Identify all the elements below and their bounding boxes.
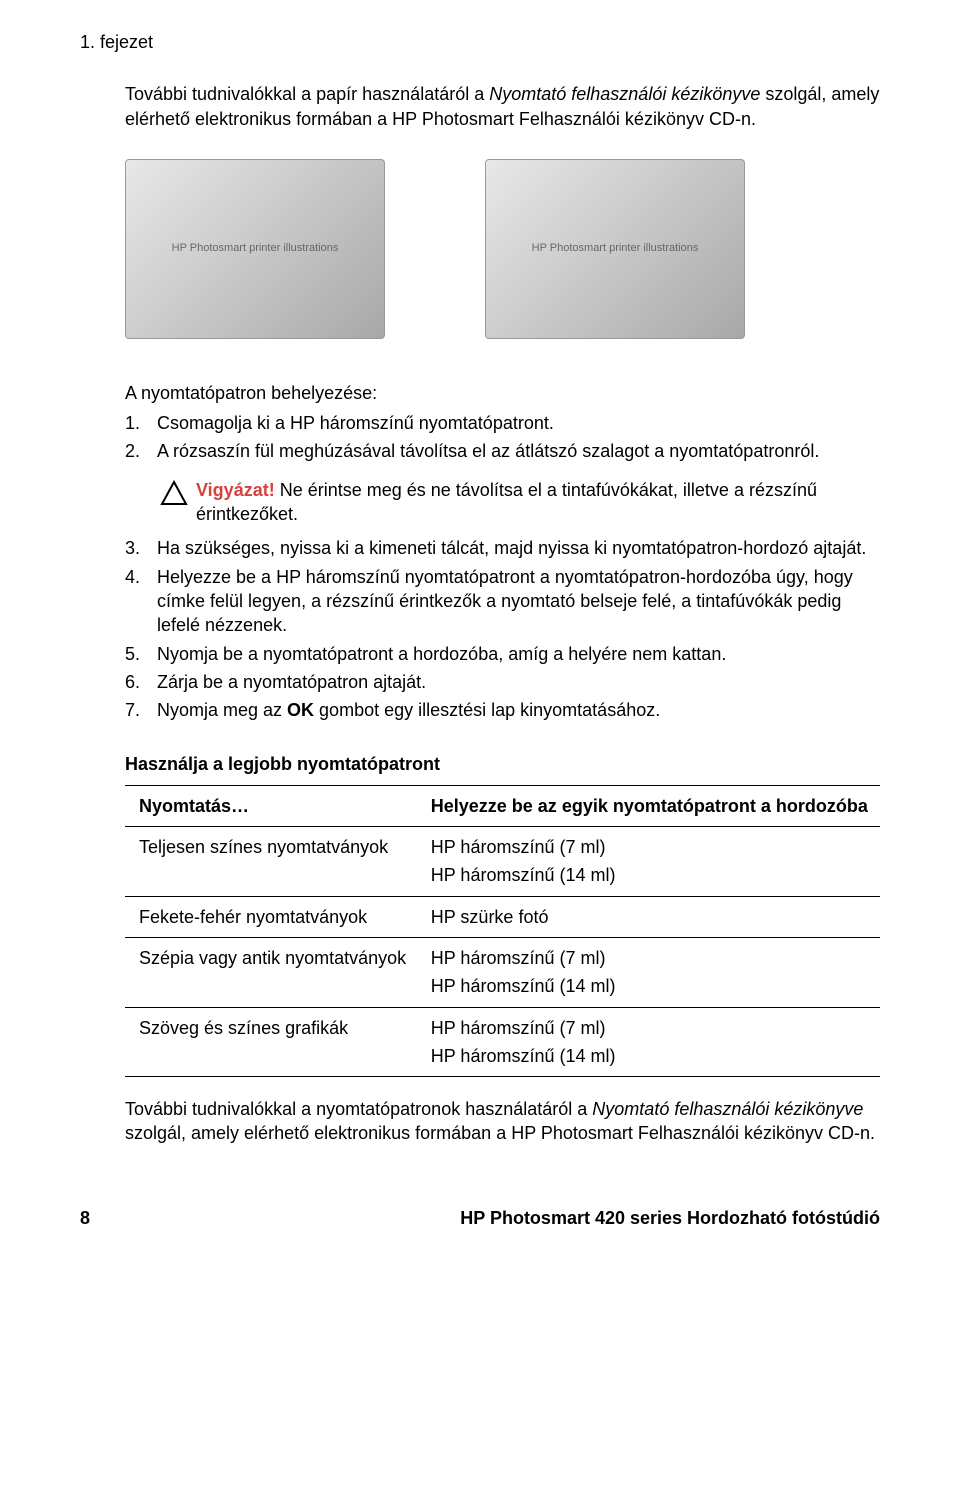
chapter-header: 1. fejezet xyxy=(80,30,880,54)
step-num: 6. xyxy=(125,670,157,694)
table-cell-right: HP háromszínű (7 ml) HP háromszínű (14 m… xyxy=(417,937,880,1007)
step-text: Ha szükséges, nyissa ki a kimeneti tálcá… xyxy=(157,536,880,560)
step-text: Nyomja meg az OK gombot egy illesztési l… xyxy=(157,698,880,722)
step-num: 5. xyxy=(125,642,157,666)
table-cell-left: Szépia vagy antik nyomtatványok xyxy=(125,937,417,1007)
printer-image-right: HP Photosmart printer illustrations xyxy=(485,159,745,339)
step7-ok: OK xyxy=(287,700,314,720)
step-num: 2. xyxy=(125,439,157,463)
step-text: Csomagolja ki a HP háromszínű nyomtatópa… xyxy=(157,411,880,435)
warning-triangle-icon xyxy=(160,480,188,506)
step-4: 4. Helyezze be a HP háromszínű nyomtatóp… xyxy=(125,565,880,638)
step7-a: Nyomja meg az xyxy=(157,700,287,720)
cell-line: HP háromszínű (14 ml) xyxy=(431,974,872,998)
table-row: Fekete-fehér nyomtatványok HP szürke fot… xyxy=(125,896,880,937)
step-2: 2. A rózsaszín fül meghúzásával távolíts… xyxy=(125,439,880,463)
step-1: 1. Csomagolja ki a HP háromszínű nyomtat… xyxy=(125,411,880,435)
cell-line: HP háromszínű (14 ml) xyxy=(431,1044,872,1068)
cell-line: HP háromszínű (14 ml) xyxy=(431,863,872,887)
step-num: 7. xyxy=(125,698,157,722)
printer-images-row: HP Photosmart printer illustrations HP P… xyxy=(125,159,880,339)
table-col1-header: Nyomtatás… xyxy=(125,785,417,826)
closing-text-2: szolgál, amely elérhető elektronikus for… xyxy=(125,1123,875,1143)
page-footer: 8 HP Photosmart 420 series Hordozható fo… xyxy=(80,1206,880,1230)
table-cell-right: HP háromszínű (7 ml) HP háromszínű (14 m… xyxy=(417,827,880,897)
table-row: Szöveg és színes grafikák HP háromszínű … xyxy=(125,1007,880,1077)
closing-paragraph: További tudnivalókkal a nyomtatópatronok… xyxy=(125,1097,880,1146)
intro-italic: Nyomtató felhasználói kézikönyve xyxy=(489,84,760,104)
step-num: 4. xyxy=(125,565,157,638)
cell-line: HP háromszínű (7 ml) xyxy=(431,835,872,859)
step-5: 5. Nyomja be a nyomtatópatront a hordozó… xyxy=(125,642,880,666)
intro-paragraph: További tudnivalókkal a papír használatá… xyxy=(125,82,880,131)
step-3: 3. Ha szükséges, nyissa ki a kimeneti tá… xyxy=(125,536,880,560)
table-cell-right: HP háromszínű (7 ml) HP háromszínű (14 m… xyxy=(417,1007,880,1077)
cell-line: HP háromszínű (7 ml) xyxy=(431,1016,872,1040)
table-cell-right: HP szürke fotó xyxy=(417,896,880,937)
closing-text-1: További tudnivalókkal a nyomtatópatronok… xyxy=(125,1099,592,1119)
table-cell-left: Teljesen színes nyomtatványok xyxy=(125,827,417,897)
table-cell-left: Fekete-fehér nyomtatványok xyxy=(125,896,417,937)
cell-line: HP háromszínű (7 ml) xyxy=(431,946,872,970)
footer-title: HP Photosmart 420 series Hordozható fotó… xyxy=(460,1206,880,1230)
table-row: Szépia vagy antik nyomtatványok HP három… xyxy=(125,937,880,1007)
step7-c: gombot egy illesztési lap kinyomtatásáho… xyxy=(314,700,660,720)
table-col2-header: Helyezze be az egyik nyomtatópatront a h… xyxy=(417,785,880,826)
cartridge-table: Nyomtatás… Helyezze be az egyik nyomtató… xyxy=(125,785,880,1077)
table-header-row: Nyomtatás… Helyezze be az egyik nyomtató… xyxy=(125,785,880,826)
table-title: Használja a legjobb nyomtatópatront xyxy=(125,752,880,776)
step-text: A rózsaszín fül meghúzásával távolítsa e… xyxy=(157,439,880,463)
insert-cartridge-heading: A nyomtatópatron behelyezése: xyxy=(125,381,880,405)
caution-label: Vigyázat! xyxy=(196,480,275,500)
step-text: Helyezze be a HP háromszínű nyomtatópatr… xyxy=(157,565,880,638)
table-body: Teljesen színes nyomtatványok HP háromsz… xyxy=(125,827,880,1077)
step-7: 7. Nyomja meg az OK gombot egy illesztés… xyxy=(125,698,880,722)
step-6: 6. Zárja be a nyomtatópatron ajtaját. xyxy=(125,670,880,694)
page-number: 8 xyxy=(80,1206,90,1230)
table-cell-left: Szöveg és színes grafikák xyxy=(125,1007,417,1077)
step-num: 3. xyxy=(125,536,157,560)
table-row: Teljesen színes nyomtatványok HP háromsz… xyxy=(125,827,880,897)
closing-italic: Nyomtató felhasználói kézikönyve xyxy=(592,1099,863,1119)
cell-line: HP szürke fotó xyxy=(431,905,872,929)
step-text: Zárja be a nyomtatópatron ajtaját. xyxy=(157,670,880,694)
step-text: Nyomja be a nyomtatópatront a hordozóba,… xyxy=(157,642,880,666)
intro-text-1: További tudnivalókkal a papír használatá… xyxy=(125,84,489,104)
caution-block: Vigyázat! Ne érintse meg és ne távolítsa… xyxy=(160,478,880,527)
printer-image-left: HP Photosmart printer illustrations xyxy=(125,159,385,339)
caution-text: Ne érintse meg és ne távolítsa el a tint… xyxy=(196,480,817,524)
step-num: 1. xyxy=(125,411,157,435)
caution-content: Vigyázat! Ne érintse meg és ne távolítsa… xyxy=(196,478,880,527)
steps-list: 1. Csomagolja ki a HP háromszínű nyomtat… xyxy=(125,411,880,464)
cartridge-table-wrap: Használja a legjobb nyomtatópatront Nyom… xyxy=(125,752,880,1077)
steps-list-cont: 3. Ha szükséges, nyissa ki a kimeneti tá… xyxy=(125,536,880,722)
